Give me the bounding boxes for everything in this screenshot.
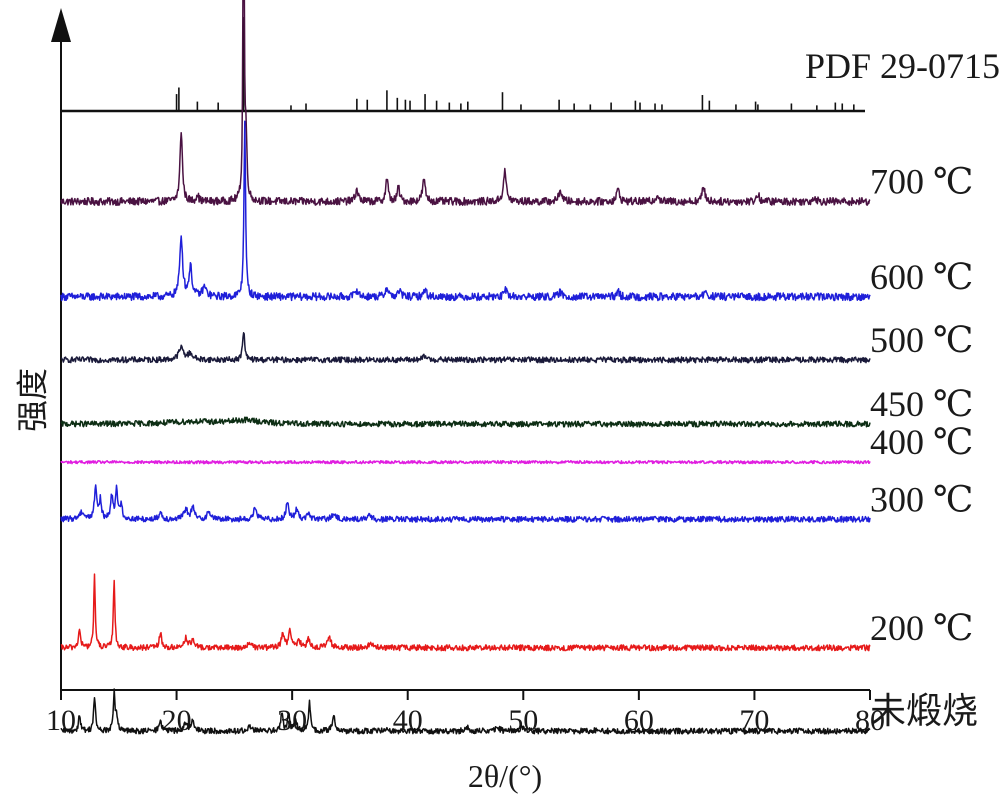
series-line bbox=[60, 416, 871, 428]
series-label: 700 ℃ bbox=[870, 162, 973, 202]
reference-label: PDF 29-0715 bbox=[805, 46, 1000, 86]
y-axis-arrow bbox=[51, 8, 71, 42]
series-line bbox=[60, 332, 871, 364]
axes: 强度 2θ/(°) PDF 29-0715 bbox=[14, 8, 1000, 794]
x-axis-label: 2θ/(°) bbox=[468, 758, 542, 794]
series-label: 500 ℃ bbox=[870, 320, 973, 360]
y-axis-label: 强度 bbox=[14, 368, 50, 432]
series-line bbox=[60, 688, 871, 735]
series-line bbox=[60, 120, 871, 302]
series-label: 400 ℃ bbox=[870, 422, 973, 462]
series-label: 200 ℃ bbox=[870, 608, 973, 648]
reference-pattern bbox=[175, 17, 855, 111]
series-label: 450 ℃ bbox=[870, 384, 973, 424]
series-label: 600 ℃ bbox=[870, 257, 973, 297]
series-label: 300 ℃ bbox=[870, 479, 973, 519]
diffraction-series bbox=[60, 0, 871, 735]
series-line bbox=[60, 573, 871, 652]
series-label: 未煅烧 bbox=[870, 691, 978, 731]
series-line bbox=[60, 459, 871, 465]
series-line bbox=[60, 0, 871, 207]
series-line bbox=[60, 484, 871, 523]
